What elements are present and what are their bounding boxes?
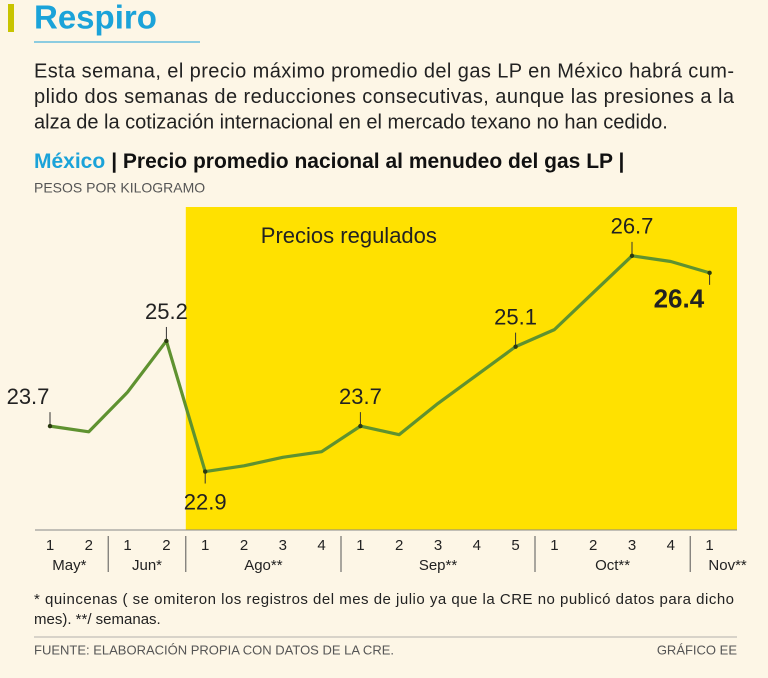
point [707, 270, 712, 276]
group-label: May* [52, 557, 86, 574]
value-label: 23.7 [7, 384, 50, 409]
x-tick-label: 4 [667, 537, 675, 554]
point [203, 469, 208, 474]
group-label: Oct** [595, 557, 630, 574]
value-label: 25.1 [494, 304, 537, 329]
y-label: PESOS POR KILOGRAMO [34, 180, 205, 196]
credit: GRÁFICO EE [657, 642, 738, 657]
footnote-line: * quincenas ( se omiteron los registros … [34, 591, 734, 608]
intro-line: Esta semana, el precio máximo promedio d… [34, 60, 734, 82]
value-label: 26.4 [654, 284, 705, 314]
x-tick-label: 1 [705, 537, 713, 554]
value-label: 22.9 [184, 489, 227, 514]
group-label: Sep** [419, 557, 458, 574]
x-tick-label: 1 [46, 537, 54, 554]
x-tick-label: 2 [589, 537, 597, 554]
x-tick-label: 3 [628, 537, 636, 554]
value-label: 26.7 [611, 214, 654, 239]
point [164, 338, 169, 344]
chart-title-main: | Precio promedio nacional al menudeo de… [111, 150, 624, 173]
group-label: Ago** [244, 557, 283, 574]
x-tick-label: 4 [473, 537, 481, 554]
x-tick-label: 1 [356, 537, 364, 554]
x-tick-label: 2 [395, 537, 403, 554]
intro-line: plido dos semanas de reducciones consecu… [34, 86, 735, 108]
line [49, 254, 711, 474]
x-tick-label: 5 [511, 537, 519, 554]
source: FUENTE: ELABORACIÓN PROPIA CON DATOS DE … [34, 642, 394, 657]
x-tick-label: 4 [317, 537, 325, 554]
value-label: 25.2 [145, 299, 188, 324]
shade-label: Precios regulados [261, 223, 437, 248]
point [629, 253, 635, 259]
x-tick-label: 2 [162, 537, 170, 554]
x-tick-label: 3 [279, 537, 287, 554]
point [513, 344, 518, 349]
title: Respiro [34, 0, 157, 36]
x-tick-label: 1 [123, 537, 131, 554]
x-tick-label: 2 [240, 537, 248, 554]
title-bar [8, 4, 14, 32]
footnote-line: mes). **/ semanas. [34, 611, 161, 628]
x-tick-label: 1 [550, 537, 558, 554]
group-label: Nov** [708, 557, 747, 574]
x-tick-label: 1 [201, 537, 209, 554]
chart-title-prefix: México [34, 150, 105, 173]
intro-line: alza de la cotización internacional en e… [34, 111, 668, 133]
value-label: 23.7 [339, 384, 382, 409]
x-tick-label: 3 [434, 537, 442, 554]
shaded-region [185, 207, 738, 530]
x-tick-label: 2 [85, 537, 93, 554]
chart-title: México | Precio promedio nacional al menu… [34, 150, 624, 173]
group-label: Jun* [132, 557, 162, 574]
point [358, 423, 363, 429]
point [47, 423, 53, 429]
